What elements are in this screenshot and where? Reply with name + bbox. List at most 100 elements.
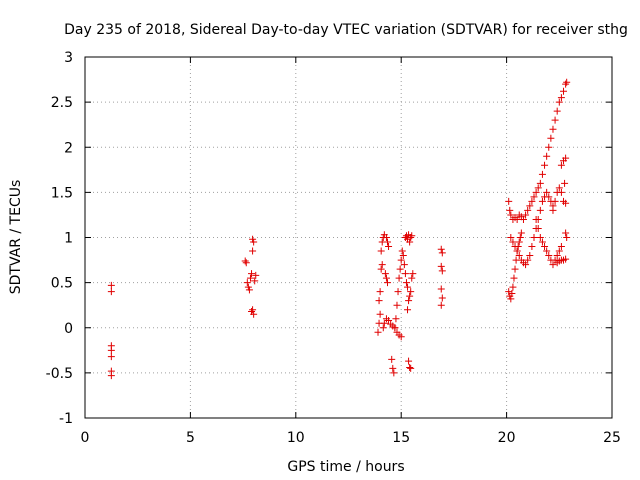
data-point-marker xyxy=(401,270,409,278)
data-point-marker xyxy=(509,238,517,246)
data-point-marker xyxy=(557,243,565,251)
data-point-marker xyxy=(557,188,565,196)
data-point-marker xyxy=(526,252,534,260)
data-point-marker xyxy=(562,80,570,88)
data-point-marker xyxy=(107,288,115,296)
data-point-marker xyxy=(549,261,557,269)
x-tick-label: 15 xyxy=(392,430,410,446)
data-point-marker xyxy=(543,247,551,255)
data-point-marker xyxy=(406,238,414,246)
data-point-marker xyxy=(438,249,446,257)
data-point-marker xyxy=(408,274,416,282)
data-point-marker xyxy=(532,188,540,196)
data-point-marker xyxy=(511,243,519,251)
data-point-marker xyxy=(526,202,534,210)
data-point-marker xyxy=(538,170,546,178)
data-point-marker xyxy=(562,255,570,263)
data-point-marker xyxy=(557,161,565,169)
data-point-marker xyxy=(522,211,530,219)
data-point-marker xyxy=(522,261,530,269)
data-point-marker xyxy=(406,363,414,371)
data-point-marker xyxy=(397,333,405,341)
data-point-marker xyxy=(551,116,559,124)
data-point-marker xyxy=(407,288,415,296)
data-point-marker xyxy=(545,193,553,201)
data-point-marker xyxy=(528,243,536,251)
x-tick-label: 5 xyxy=(186,430,195,446)
data-point-marker xyxy=(513,247,521,255)
data-point-marker xyxy=(524,256,532,264)
data-point-marker xyxy=(532,215,540,223)
data-point-marker xyxy=(506,206,514,214)
data-point-marker xyxy=(555,184,563,192)
data-point-marker xyxy=(562,154,570,162)
data-point-marker xyxy=(381,270,389,278)
data-point-marker xyxy=(547,134,555,142)
data-point-marker xyxy=(524,206,532,214)
y-tick-label: 2.5 xyxy=(51,95,73,111)
data-point-marker xyxy=(563,78,571,86)
data-point-marker xyxy=(405,297,413,305)
data-point-marker xyxy=(404,283,412,291)
data-point-marker xyxy=(534,184,542,192)
data-point-marker xyxy=(376,310,384,318)
data-point-marker xyxy=(248,270,256,278)
data-point-marker xyxy=(545,143,553,151)
data-point-marker xyxy=(397,256,405,264)
data-point-marker xyxy=(507,211,515,219)
data-point-marker xyxy=(251,277,259,285)
data-point-marker xyxy=(409,270,417,278)
data-point-marker xyxy=(555,98,563,106)
data-point-marker xyxy=(563,234,571,241)
data-point-marker xyxy=(242,259,250,267)
data-point-marker xyxy=(241,257,249,265)
data-point-marker xyxy=(553,252,561,260)
data-point-marker xyxy=(505,288,513,296)
data-point-marker xyxy=(382,234,390,241)
grid-lines xyxy=(85,57,612,418)
data-point-marker xyxy=(400,261,408,269)
data-point-marker xyxy=(107,372,115,380)
data-point-marker xyxy=(437,301,445,309)
data-point-marker xyxy=(377,247,385,255)
data-point-marker xyxy=(507,295,515,303)
data-point-marker xyxy=(536,206,544,214)
data-point-marker xyxy=(545,252,553,260)
data-point-marker xyxy=(385,243,393,251)
data-point-marker xyxy=(107,346,115,354)
data-point-marker xyxy=(437,245,445,253)
data-point-marker xyxy=(515,238,523,246)
data-point-marker xyxy=(252,271,260,279)
data-point-marker xyxy=(391,324,399,332)
data-point-marker xyxy=(395,274,403,282)
data-point-marker xyxy=(561,179,569,187)
y-tick-label: 1.5 xyxy=(51,185,73,201)
data-point-marker xyxy=(509,283,517,291)
x-axis-label: GPS time / hours xyxy=(287,459,404,475)
data-point-marker xyxy=(538,197,546,205)
data-point-marker xyxy=(406,292,414,300)
data-point-marker xyxy=(245,286,253,294)
x-tick-label: 10 xyxy=(287,430,305,446)
data-point-marker xyxy=(515,252,523,260)
data-point-marker xyxy=(249,306,257,314)
y-tick-labels: -1 -0.5 0 0.5 1 1.5 2 2.5 3 xyxy=(46,50,73,427)
data-point-marker xyxy=(408,232,416,240)
data-point-marker xyxy=(243,279,251,287)
data-points xyxy=(107,78,571,380)
data-point-marker xyxy=(505,197,513,205)
y-tick-label: 3 xyxy=(64,50,73,66)
data-point-marker xyxy=(390,369,398,377)
data-point-marker xyxy=(402,279,410,287)
chart-title: Day 235 of 2018, Sidereal Day-to-day VTE… xyxy=(64,22,628,38)
data-point-marker xyxy=(394,288,402,296)
y-tick-label: 2 xyxy=(64,140,73,156)
data-point-marker xyxy=(538,238,546,246)
data-point-marker xyxy=(549,125,557,133)
data-point-marker xyxy=(246,274,254,282)
data-point-marker xyxy=(374,328,382,336)
y-tick-label: 1 xyxy=(64,231,73,247)
data-point-marker xyxy=(511,265,519,273)
data-point-marker xyxy=(438,294,446,302)
